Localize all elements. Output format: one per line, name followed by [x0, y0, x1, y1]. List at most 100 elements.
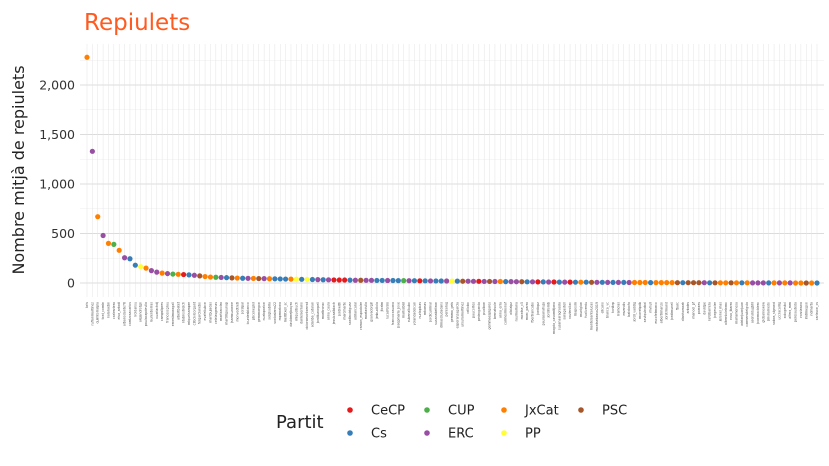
data-point: [615, 279, 621, 286]
data-point: [712, 280, 718, 286]
data-point: [148, 268, 155, 274]
x-tick-label: albanodante76: [123, 302, 127, 326]
legend-swatch: [347, 430, 353, 436]
x-tick-label: francescgrau: [166, 302, 170, 323]
x-tick-label: blanca_vc: [606, 302, 610, 318]
x-tick-label: ramon_espadaler: [359, 301, 363, 329]
x-tick-label: evafeliubcn: [203, 302, 207, 320]
data-point: [519, 279, 525, 285]
data-point: [352, 277, 358, 283]
x-tick-label: susanabeltran: [434, 302, 438, 325]
x-tick-label: magda_casamitjana: [552, 302, 556, 334]
data-point: [277, 276, 283, 282]
x-tick-label: carlsson_cs: [815, 302, 819, 321]
legend: Partit CeCP Cs CUP ERC JxCat PP PSC: [276, 404, 627, 442]
x-tick-label: gemmaegon: [257, 302, 261, 322]
x-tick-label: carlesriera: [112, 302, 116, 319]
data-point: [583, 279, 589, 285]
data-point: [138, 264, 144, 270]
data-point: [266, 276, 273, 282]
x-tick-label: jordicuminal: [429, 302, 433, 323]
x-tick-label: perearag: [445, 302, 449, 316]
data-point: [739, 280, 745, 286]
data-point: [717, 280, 723, 286]
x-tick-label: rorzlawna: [799, 302, 803, 318]
x-tick-label: xaviercllac: [568, 302, 572, 319]
x-tick-label: jeronel_mas: [718, 302, 722, 323]
data-point: [234, 275, 240, 281]
x-tick-label: crillobo: [466, 302, 470, 314]
legend-label: ERC: [448, 427, 474, 442]
x-tick-label: jordiwith: [337, 302, 341, 317]
data-point: [454, 278, 460, 284]
data-point: [331, 277, 337, 283]
data-point: [422, 278, 428, 284]
x-tick-label: alicialpz: [509, 302, 513, 315]
x-tick-label: josepmaria_jove: [396, 302, 400, 329]
data-point: [438, 278, 444, 284]
x-tick-label: marc_parra: [525, 302, 529, 320]
data-point: [427, 278, 434, 284]
data-point: [460, 278, 466, 284]
x-tick-label: manoel_pf: [692, 301, 696, 318]
data-point: [696, 280, 702, 286]
x-tick-label: martadvila: [364, 302, 368, 319]
data-point: [395, 278, 401, 284]
x-tick-label: miquelbuch: [294, 302, 298, 321]
data-point: [470, 278, 477, 284]
x-tick-label: alferz_mm: [788, 302, 792, 319]
data-point: [315, 277, 321, 283]
x-tick-label: parraes: [697, 302, 701, 314]
data-point: [621, 279, 627, 286]
x-tick-label: toni_comin: [101, 302, 105, 319]
data-point: [546, 279, 552, 285]
legend-label: PSC: [602, 404, 627, 419]
x-tick-label: nuriaparlon: [262, 302, 266, 320]
x-tick-label: adriancaral: [353, 302, 357, 320]
data-point: [669, 280, 675, 286]
x-tick-label: elsa_artadi: [117, 302, 121, 320]
x-tick-label: morretpdb: [638, 302, 642, 319]
x-tick-label: laurenborras: [149, 302, 153, 323]
data-point: [272, 276, 278, 282]
x-tick-label: rafelbarrera: [708, 302, 712, 321]
x-tick-label: jsamsuzanne: [230, 302, 234, 324]
data-point: [809, 280, 815, 286]
x-tick-label: imtimegon: [804, 302, 808, 319]
x-tick-label: albertbatet: [176, 301, 180, 320]
x-tick-label: rosa_ibarra: [729, 302, 733, 320]
data-point: [229, 275, 235, 281]
x-tick-label: gsalvadorgir: [369, 301, 373, 321]
x-tick-label: gemmaespigares: [488, 302, 492, 330]
data-point: [594, 279, 600, 285]
data-point: [492, 278, 498, 285]
data-point: [299, 276, 305, 282]
legend-swatch: [578, 407, 584, 413]
data-point: [535, 279, 541, 285]
data-point: [170, 271, 176, 277]
data-point: [551, 279, 557, 285]
data-point: [411, 278, 418, 284]
x-tick-label: jmbuoliola: [375, 302, 379, 320]
x-tick-label: fbertrancabo: [531, 302, 535, 323]
data-point: [648, 280, 654, 286]
data-point: [213, 274, 219, 280]
data-point: [529, 279, 536, 285]
data-point: [363, 277, 369, 283]
x-tick-label: jtorim: [380, 302, 384, 312]
x-tick-label: rubenalkubo: [407, 302, 411, 322]
data-point: [175, 271, 181, 277]
x-tick-label: marissbisi: [402, 302, 406, 318]
data-point: [567, 279, 573, 285]
data-point: [223, 275, 230, 281]
data-point: [111, 241, 117, 247]
x-tick-label: yolandadelcan: [412, 302, 416, 325]
legend-label: Cs: [371, 427, 387, 442]
y-tick-label: 2,000: [39, 78, 75, 93]
data-point: [95, 214, 101, 220]
x-tick-label: jordi_vaddig: [633, 302, 637, 322]
x-tick-label: mtomas: [423, 302, 427, 315]
x-tick-label: maritronsc: [321, 302, 325, 319]
x-tick-label: mantelsantalucas: [590, 302, 594, 331]
x-tick-label: baixiaofa: [627, 302, 631, 317]
